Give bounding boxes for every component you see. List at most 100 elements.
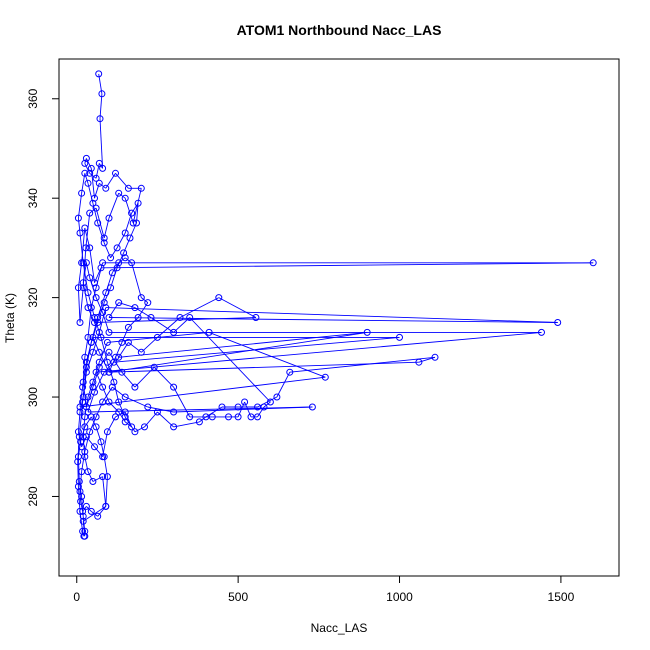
x-tick-label: 1500: [548, 590, 575, 604]
data-point: [273, 393, 281, 401]
data-point: [202, 413, 210, 421]
data-point: [81, 448, 89, 456]
data-point: [86, 428, 94, 436]
data-point: [100, 239, 108, 247]
data-point: [95, 348, 103, 356]
data-point: [266, 398, 274, 406]
data-point: [102, 184, 110, 192]
data-point: [103, 358, 111, 366]
data-point: [102, 289, 110, 297]
data-point: [100, 299, 108, 307]
data-point: [105, 348, 113, 356]
series-line-segment: [92, 476, 103, 482]
data-point: [91, 279, 98, 287]
series-line-segment: [85, 213, 91, 248]
data-point: [95, 358, 103, 366]
y-axis: 280 300 320 340 360: [26, 88, 60, 506]
data-point: [121, 229, 129, 237]
data-point: [74, 214, 82, 222]
data-point: [92, 174, 100, 182]
series-line-segment: [99, 182, 107, 189]
data-point: [100, 368, 108, 376]
data-point: [124, 184, 132, 192]
data-point: [74, 284, 82, 292]
data-point: [153, 333, 161, 341]
series-line-segment: [77, 287, 81, 323]
data-point: [95, 363, 103, 371]
data-point: [115, 398, 123, 406]
data-point: [76, 319, 84, 326]
data-point: [186, 314, 194, 321]
data-point: [234, 413, 242, 421]
data-point: [137, 348, 145, 356]
data-point: [254, 403, 261, 411]
data-point: [84, 468, 92, 476]
data-point: [153, 408, 161, 416]
series-line-segment: [77, 436, 80, 462]
data-point: [99, 259, 107, 267]
series-line-segment: [157, 411, 174, 428]
data-point: [308, 403, 316, 411]
data-point: [92, 204, 100, 212]
data-point: [121, 194, 129, 202]
data-point: [84, 179, 92, 187]
data-point: [81, 532, 89, 540]
data-point: [87, 164, 95, 172]
data-point: [94, 319, 102, 326]
data-point: [95, 179, 103, 187]
data-point: [87, 304, 95, 312]
data-point: [76, 229, 84, 237]
series-line-segment: [84, 416, 92, 428]
data-point: [137, 294, 145, 302]
data-point: [218, 403, 226, 411]
data-point: [94, 512, 102, 520]
data-point: [131, 383, 139, 391]
data-point: [170, 408, 178, 416]
data-point: [150, 363, 158, 371]
data-point: [82, 154, 90, 162]
data-point: [115, 353, 123, 361]
series-line-segment: [140, 337, 158, 353]
series-line-segment: [79, 232, 84, 263]
data-point: [81, 159, 89, 167]
data-point: [82, 502, 90, 510]
data-point: [589, 259, 597, 267]
data-point: [554, 319, 562, 326]
data-point: [103, 428, 111, 436]
series-line-segment: [77, 193, 83, 219]
data-point: [215, 294, 223, 302]
data-point: [124, 323, 132, 331]
data-point: [79, 393, 87, 401]
data-point: [78, 443, 86, 451]
series-line-segment: [118, 192, 126, 199]
data-point: [86, 274, 94, 282]
data-point: [79, 284, 87, 292]
series-points: [74, 70, 597, 540]
data-point: [321, 373, 329, 381]
data-point: [81, 423, 89, 431]
data-point: [170, 423, 178, 431]
data-point: [76, 403, 84, 411]
data-point: [95, 70, 103, 78]
data-point: [75, 478, 83, 485]
data-point: [99, 164, 107, 172]
data-point: [144, 403, 152, 411]
series-line-segment: [131, 202, 139, 214]
data-point: [86, 209, 94, 217]
data-point: [99, 398, 107, 406]
y-axis-label: Theta (K): [3, 293, 17, 343]
series-line-segment: [100, 262, 594, 269]
series-line-segment: [89, 207, 97, 214]
data-point: [76, 507, 84, 515]
data-point: [363, 328, 371, 336]
data-point: [121, 393, 129, 401]
y-tick-label: 360: [26, 88, 40, 108]
data-point: [97, 264, 105, 272]
data-point: [81, 353, 89, 361]
data-point: [115, 259, 123, 267]
data-point: [99, 383, 107, 391]
data-point: [113, 244, 121, 252]
data-point: [91, 314, 98, 321]
data-point: [134, 199, 142, 207]
data-point: [76, 408, 84, 416]
